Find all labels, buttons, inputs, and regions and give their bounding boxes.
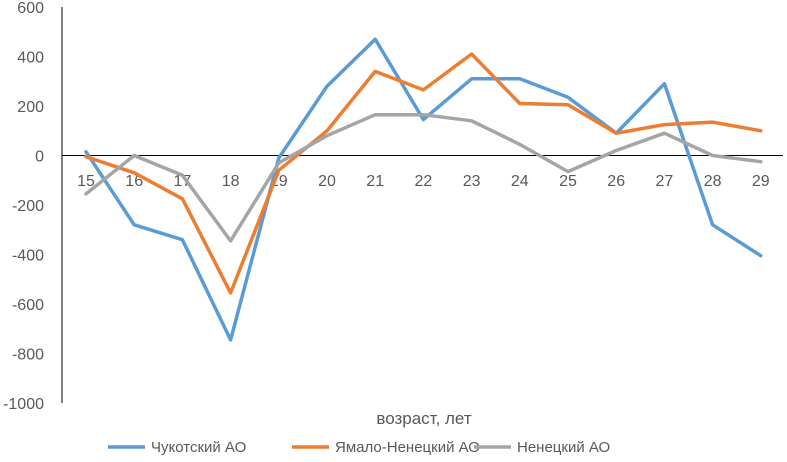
x-tick-label: 24 [511,173,529,190]
y-tick-label: 600 [17,0,44,17]
y-tick-label: 400 [17,50,44,67]
x-tick-label: 20 [318,173,336,190]
y-tick-label: -400 [12,248,44,265]
x-tick-label: 25 [559,173,577,190]
series-lines [84,37,763,342]
y-tick-label: -200 [12,198,44,215]
x-tick-label: 18 [222,173,240,190]
legend-label: Чукотский АО [151,439,246,456]
x-tick-label: 16 [125,173,143,190]
series-line-2 [84,52,763,295]
x-tick-label: 15 [77,173,95,190]
x-axis-title: возраст, лет [376,409,471,428]
legend: Чукотский АО Ямало-Ненецкий АО Ненецкий АО [108,439,610,456]
y-axis: 600 400 200 0 -200 -400 -600 -800 -1000 [3,0,63,413]
x-tick-label: 17 [174,173,192,190]
y-tick-label: 0 [35,149,44,166]
x-tick-label: 22 [415,173,433,190]
legend-label: Ненецкий АО [517,439,610,456]
series-line-3 [84,112,763,243]
x-tick-label: 26 [607,173,625,190]
y-tick-label: -800 [12,347,44,364]
y-tick-label: 200 [17,99,44,116]
x-tick-label: 21 [366,173,384,190]
y-tick-label: -600 [12,297,44,314]
series-line-1 [84,37,763,342]
legend-label: Ямало-Ненецкий АО [335,439,480,456]
x-tick-label: 23 [463,173,481,190]
x-tick-label: 27 [656,173,674,190]
y-tick-label: -1000 [3,396,44,413]
x-axis: 15 16 17 18 19 20 21 22 23 24 25 26 27 28 29 [62,155,783,190]
x-tick-label: 29 [752,173,770,190]
x-tick-label: 28 [704,173,722,190]
